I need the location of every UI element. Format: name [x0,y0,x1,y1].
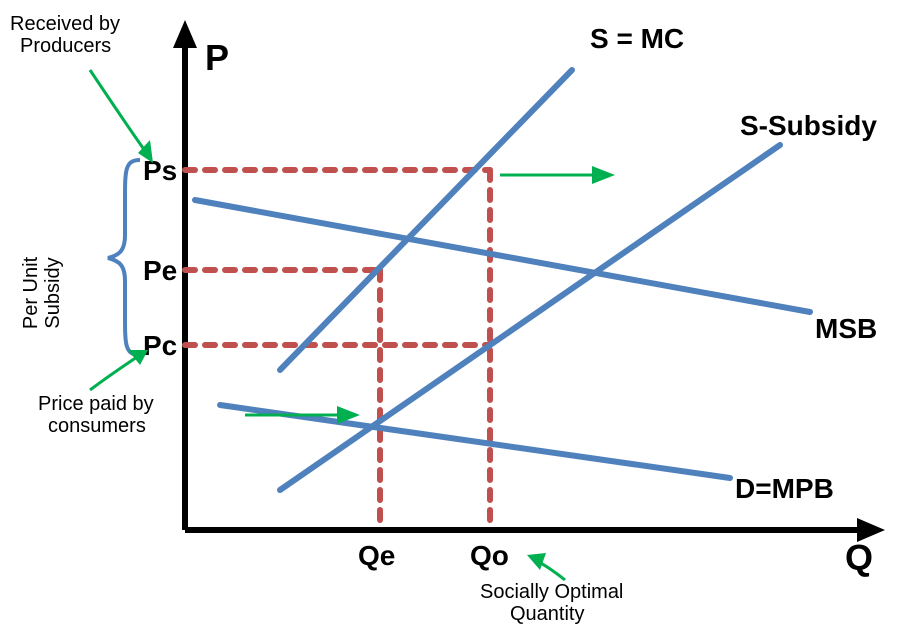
shift-arrow-top-head [592,166,615,184]
curves [195,70,810,490]
annotation-price-paid-by-consumers: Price paid by consumers [38,350,154,437]
ann-pricepaid-line2: consumers [48,415,146,437]
axis-label-p: P [205,37,229,78]
tick-qo: Qo [470,540,509,571]
ann-soq-line1: Socially Optimal [480,581,623,603]
curve-s-mc [280,70,572,370]
axes [173,20,885,542]
tick-pc: Pc [143,330,177,361]
tick-qe: Qe [358,540,395,571]
ann-pricepaid-line1: Price paid by [38,393,154,415]
annotation-per-unit-subsidy: Per Unit Subsidy [20,256,64,329]
ann-received-line1: Received by [10,13,120,35]
ann-subsidy-line1: Per Unit [20,256,42,329]
curve-s-subsidy [280,145,780,490]
label-s-subsidy: S-Subsidy [740,110,877,141]
y-axis-arrowhead [173,20,197,48]
ann-subsidy-line2: Subsidy [42,257,64,328]
label-s-mc: S = MC [590,23,684,54]
ann-soq-arrow-head [527,553,546,570]
ann-received-arrow [90,70,148,155]
axis-label-q: Q [845,537,873,578]
tick-pe: Pe [143,255,177,286]
subsidy-brace [108,160,140,355]
label-d-mpb: D=MPB [735,473,834,504]
ann-pricepaid-arrow [90,355,140,390]
label-msb: MSB [815,313,877,344]
annotation-received-by-producers: Received by Producers [10,13,153,163]
ann-soq-line2: Quantity [510,603,584,625]
subsidy-diagram: P Q Ps Pe Pc Qe Qo S = MC S-Subsidy MSB … [0,0,922,629]
ann-received-line2: Producers [20,35,111,57]
curve-msb [195,200,810,312]
